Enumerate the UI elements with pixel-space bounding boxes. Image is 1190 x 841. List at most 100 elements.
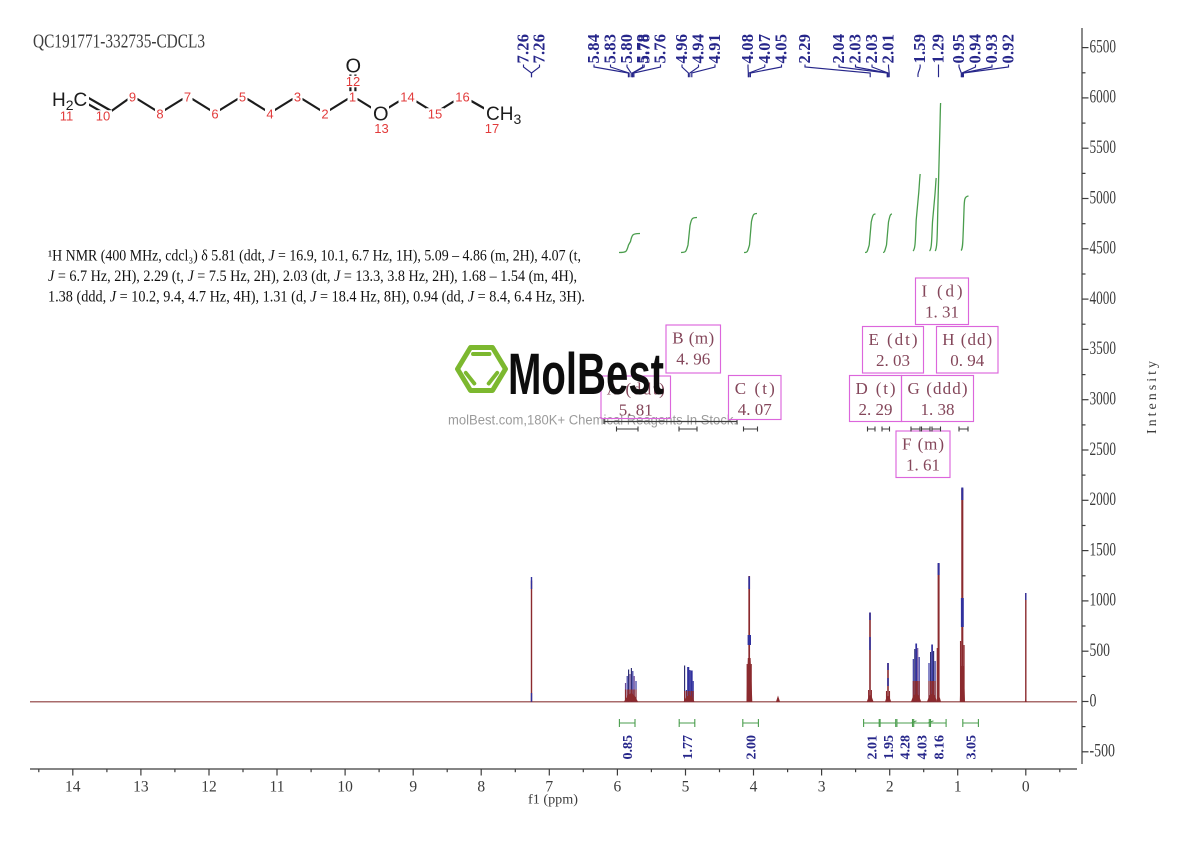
svg-text:0.95: 0.95 xyxy=(949,34,968,64)
svg-text:4.94: 4.94 xyxy=(689,34,708,64)
svg-text:5000: 5000 xyxy=(1090,188,1117,208)
svg-text:4500: 4500 xyxy=(1090,239,1117,259)
svg-text:5.84: 5.84 xyxy=(584,34,603,64)
svg-text:12: 12 xyxy=(346,74,360,89)
svg-text:2. 03: 2. 03 xyxy=(876,351,910,370)
svg-text:1000: 1000 xyxy=(1090,591,1117,611)
svg-text:6500: 6500 xyxy=(1090,37,1117,57)
svg-text:4.07: 4.07 xyxy=(755,34,774,64)
svg-text:2000: 2000 xyxy=(1090,490,1117,510)
svg-text:D (t): D (t) xyxy=(856,379,896,398)
svg-text:500: 500 xyxy=(1090,641,1111,661)
svg-text:1: 1 xyxy=(349,90,356,105)
svg-text:6: 6 xyxy=(211,107,218,122)
svg-text:11: 11 xyxy=(60,109,74,124)
svg-text:2.04: 2.04 xyxy=(829,34,848,64)
svg-text:14: 14 xyxy=(400,90,414,105)
svg-text:0.92: 0.92 xyxy=(999,34,1018,64)
svg-text:2.29: 2.29 xyxy=(795,34,814,64)
svg-text:12: 12 xyxy=(201,779,217,796)
svg-text:2.00: 2.00 xyxy=(745,735,760,760)
svg-text:J = 6.7 Hz, 2H), 2.29 (t, J =: J = 6.7 Hz, 2H), 2.29 (t, J = 7.5 Hz, 2H… xyxy=(48,268,577,285)
svg-text:5: 5 xyxy=(239,90,246,105)
svg-text:15: 15 xyxy=(428,107,442,122)
svg-text:H2C: H2C xyxy=(52,90,87,113)
svg-text:2. 29: 2. 29 xyxy=(859,400,893,419)
svg-text:0.94: 0.94 xyxy=(966,34,985,64)
svg-text:2.03: 2.03 xyxy=(846,34,865,64)
svg-text:1: 1 xyxy=(954,779,962,796)
svg-text:14: 14 xyxy=(65,779,81,796)
svg-text:8: 8 xyxy=(156,107,163,122)
svg-text:1. 61: 1. 61 xyxy=(906,456,940,475)
svg-text:5.78: 5.78 xyxy=(633,34,652,64)
svg-text:H (dd): H (dd) xyxy=(942,330,992,349)
svg-text:5.80: 5.80 xyxy=(617,34,636,64)
svg-text:0: 0 xyxy=(1022,779,1030,796)
svg-text:2: 2 xyxy=(886,779,894,796)
svg-text:3: 3 xyxy=(294,90,301,105)
svg-text:5.78: 5.78 xyxy=(634,34,653,64)
svg-text:5. 81: 5. 81 xyxy=(619,401,653,420)
svg-text:2: 2 xyxy=(321,107,328,122)
svg-text:G (ddd): G (ddd) xyxy=(908,379,968,398)
svg-text:2.01: 2.01 xyxy=(879,34,898,64)
svg-text:6000: 6000 xyxy=(1090,88,1117,108)
svg-text:QC191771-332735-CDCL3: QC191771-332735-CDCL3 xyxy=(33,31,205,53)
svg-text:f1 (ppm): f1 (ppm) xyxy=(528,793,578,808)
svg-text:10: 10 xyxy=(337,779,353,796)
svg-text:-500: -500 xyxy=(1090,742,1116,762)
svg-text:3000: 3000 xyxy=(1090,390,1117,410)
svg-text:4000: 4000 xyxy=(1090,289,1117,309)
svg-text:O: O xyxy=(373,104,389,126)
svg-text:5500: 5500 xyxy=(1090,138,1117,158)
svg-text:11: 11 xyxy=(270,779,285,796)
svg-text:5: 5 xyxy=(682,779,690,796)
svg-text:1.29: 1.29 xyxy=(929,34,948,64)
svg-text:MolBest: MolBest xyxy=(508,342,664,407)
svg-text:Intensity: Intensity xyxy=(1145,358,1160,434)
svg-text:2500: 2500 xyxy=(1090,440,1117,460)
svg-text:1.38 (ddd, J = 10.2, 9.4, 4.7: 1.38 (ddd, J = 10.2, 9.4, 4.7 Hz, 4H), 1… xyxy=(48,289,585,306)
svg-text:13: 13 xyxy=(374,121,388,136)
svg-text:1. 38: 1. 38 xyxy=(921,400,955,419)
svg-text:4.08: 4.08 xyxy=(738,34,757,64)
svg-text:3500: 3500 xyxy=(1090,339,1117,359)
svg-text:5.76: 5.76 xyxy=(651,34,670,64)
svg-text:A (ddt): A (ddt) xyxy=(607,380,665,399)
svg-text:4: 4 xyxy=(750,779,758,796)
svg-text:5.83: 5.83 xyxy=(601,34,620,64)
svg-text:4.91: 4.91 xyxy=(705,34,724,64)
svg-text:3: 3 xyxy=(818,779,826,796)
svg-text:13: 13 xyxy=(133,779,149,796)
svg-text:0: 0 xyxy=(1090,691,1097,711)
svg-text:4.03: 4.03 xyxy=(916,735,931,760)
svg-text:4.28: 4.28 xyxy=(899,735,914,760)
svg-text:1.77: 1.77 xyxy=(681,735,696,760)
svg-text:8.16: 8.16 xyxy=(932,735,947,760)
svg-text:molBest.com,180K+ Chemical Rea: molBest.com,180K+ Chemical Reagents In S… xyxy=(448,413,737,428)
svg-text:8: 8 xyxy=(477,779,485,796)
svg-text:1.59: 1.59 xyxy=(910,34,929,64)
svg-text:4.96: 4.96 xyxy=(672,34,691,64)
svg-text:16: 16 xyxy=(455,90,469,105)
svg-text:7: 7 xyxy=(545,779,553,796)
svg-text:B (m): B (m) xyxy=(672,329,714,348)
svg-text:4. 96: 4. 96 xyxy=(676,350,710,369)
svg-text:C (t): C (t) xyxy=(735,379,775,398)
svg-text:3.05: 3.05 xyxy=(965,735,980,760)
svg-text:4.05: 4.05 xyxy=(772,34,791,64)
svg-text:1.95: 1.95 xyxy=(882,735,897,760)
svg-text:0.85: 0.85 xyxy=(621,735,636,760)
svg-text:CH3: CH3 xyxy=(486,104,521,127)
svg-text:0.93: 0.93 xyxy=(982,34,1001,64)
svg-text:7.26: 7.26 xyxy=(530,34,549,64)
svg-text:F (m): F (m) xyxy=(902,435,944,454)
svg-text:1500: 1500 xyxy=(1090,540,1117,560)
svg-text:1. 31: 1. 31 xyxy=(925,303,959,322)
svg-text:9: 9 xyxy=(129,90,136,105)
svg-text:4. 07: 4. 07 xyxy=(738,400,773,419)
svg-text:9: 9 xyxy=(409,779,417,796)
svg-text:I (d): I (d) xyxy=(922,282,963,301)
svg-text:10: 10 xyxy=(96,109,110,124)
